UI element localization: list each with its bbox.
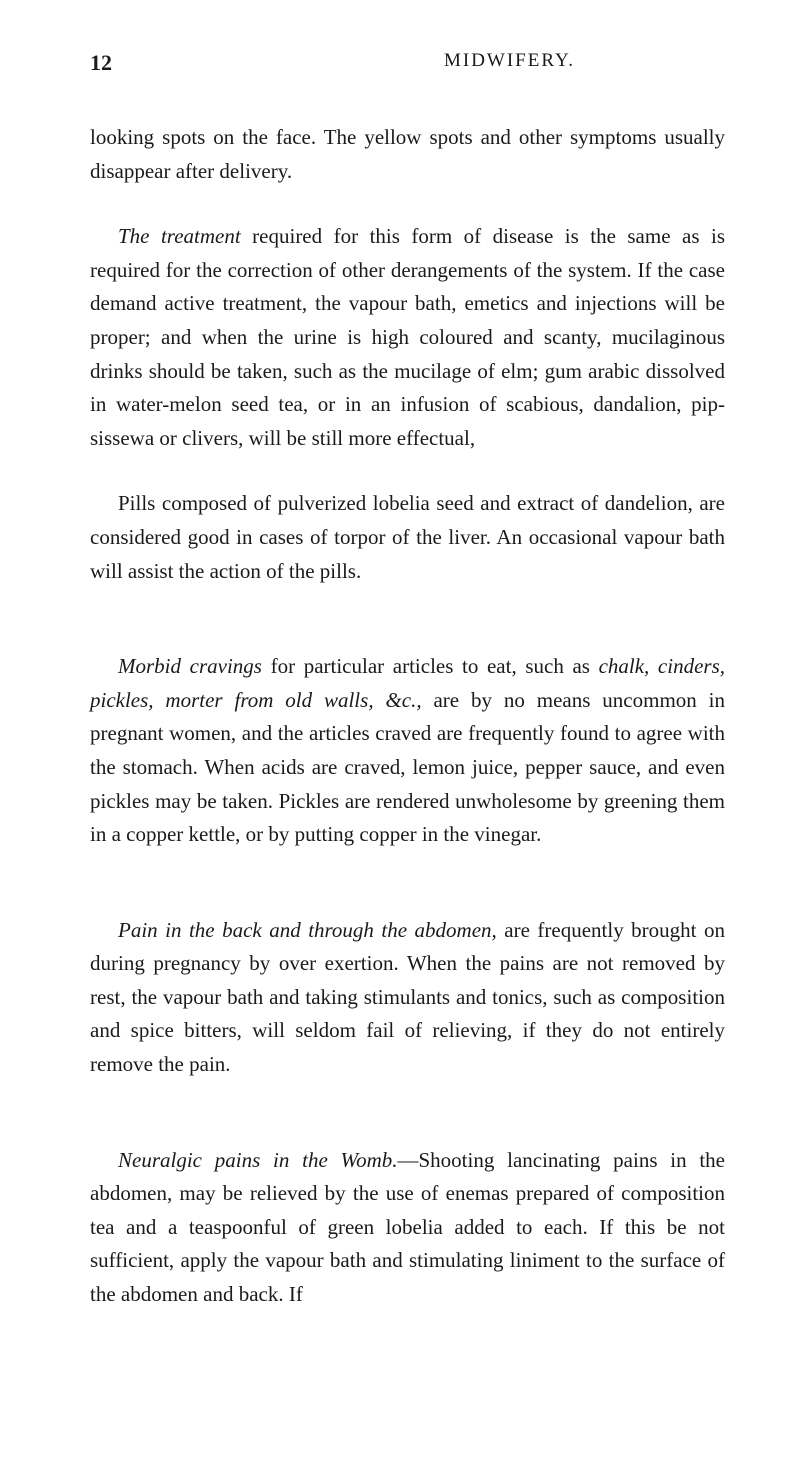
page-number: 12 [90,50,112,76]
running-head: MIDWIFERY. [444,50,575,76]
page-header: 12 MIDWIFERY. [90,50,725,76]
paragraph-6: Neuralgic pains in the Womb.—Shooting la… [90,1144,725,1312]
paragraph-3: Pills composed of pulverized lobelia see… [90,487,725,588]
body-text: required for this form of disease is the… [90,224,725,450]
italic-text: The treatment [118,224,241,248]
italic-text: Pain in the back and through the abdomen… [118,918,497,942]
paragraph-1: looking spots on the face. The yellow sp… [90,121,725,188]
italic-text: Morbid cravings [118,654,262,678]
paragraph-5: Pain in the back and through the abdomen… [90,914,725,1082]
italic-text: Neuralgic pains in the Womb. [118,1148,398,1172]
paragraph-4: Morbid cravings for particular articles … [90,650,725,852]
body-text: for particular articles to eat, such as [262,654,599,678]
paragraph-2: The treatment required for this form of … [90,220,725,455]
